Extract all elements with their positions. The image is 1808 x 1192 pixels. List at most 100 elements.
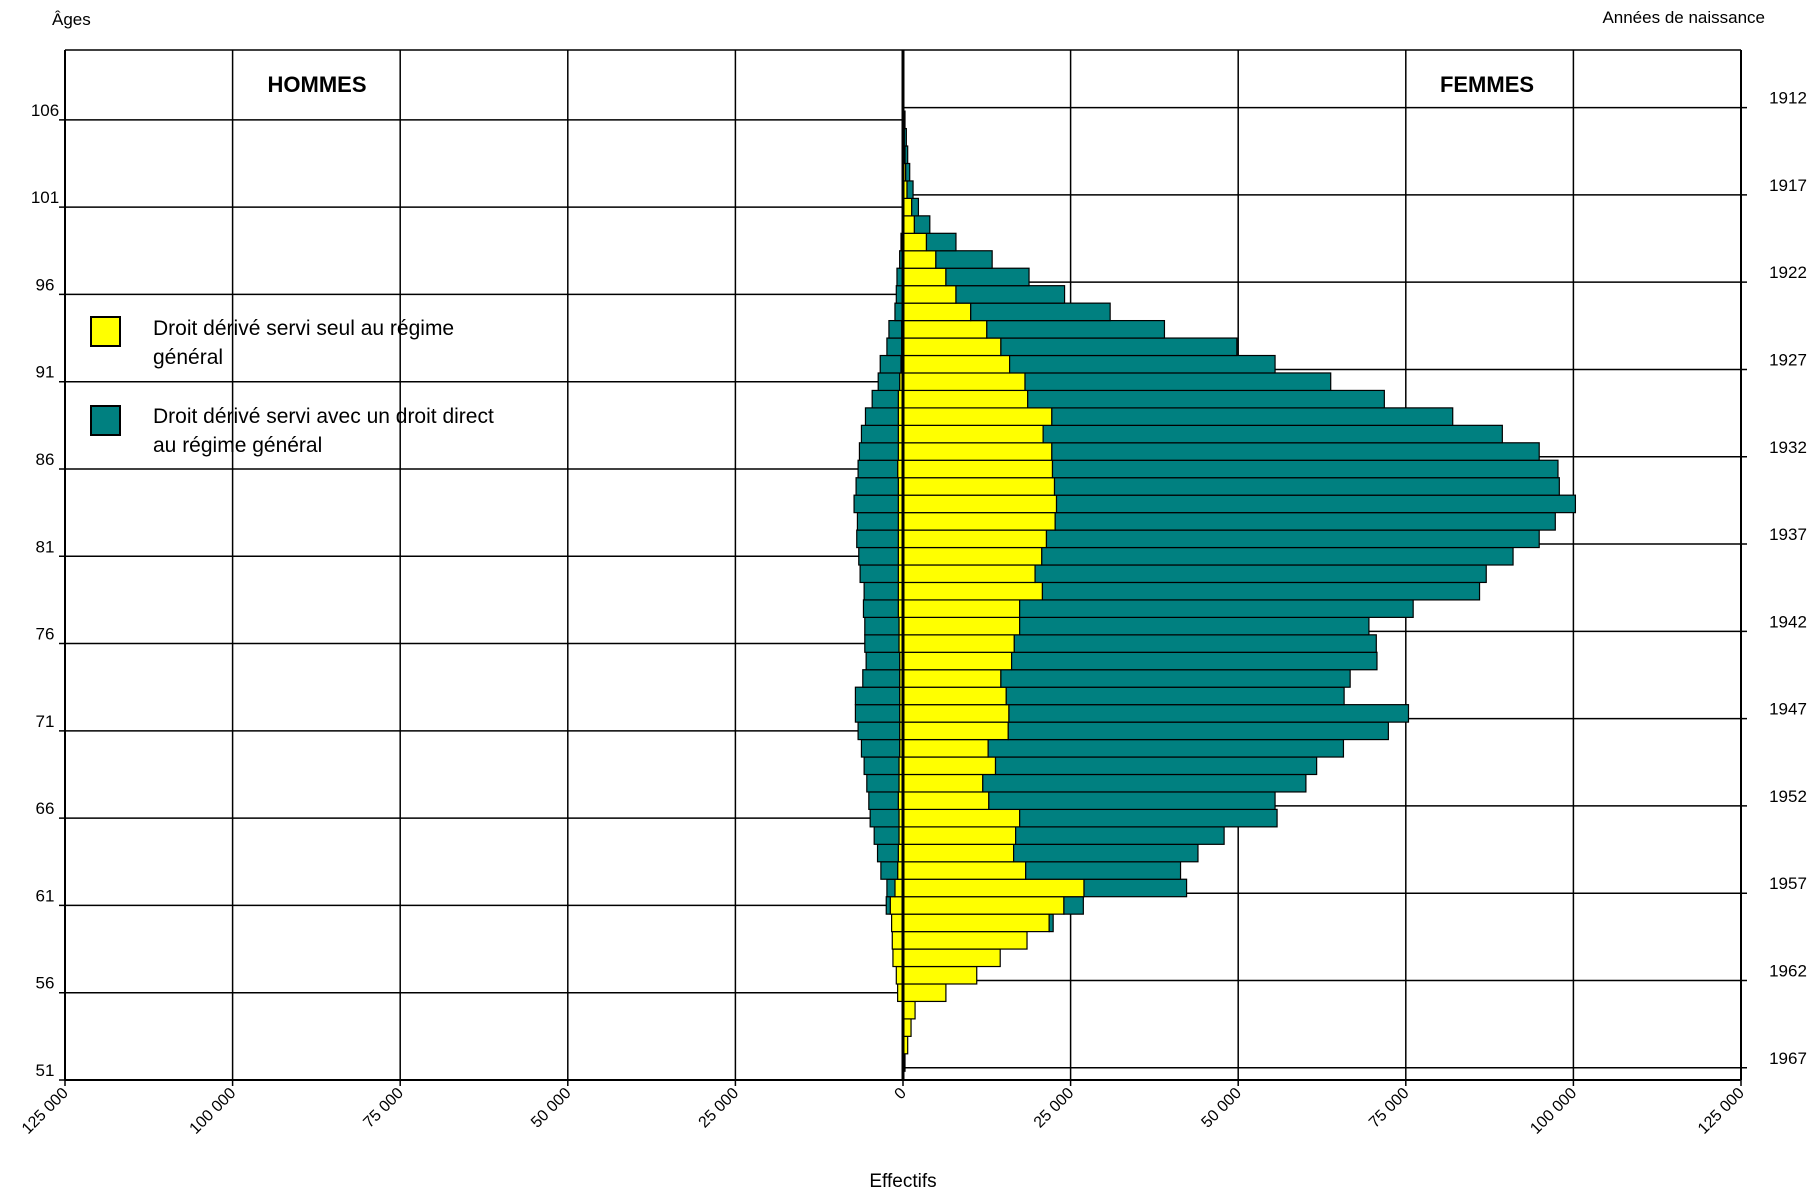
bar-hommes-avec-direct-91 xyxy=(877,372,901,392)
bar-femmes-avec-direct-73 xyxy=(1005,686,1345,706)
bar-femmes-avec-direct-82 xyxy=(1045,529,1540,549)
bar-femmes-seul-56 xyxy=(902,983,947,1003)
bar-femmes-avec-direct-101 xyxy=(911,197,920,217)
bar-femmes-avec-direct-105 xyxy=(903,127,907,147)
bar-femmes-avec-direct-65 xyxy=(1015,826,1225,845)
bars xyxy=(853,58,1577,1072)
bar-femmes-seul-98 xyxy=(902,250,937,269)
bar-femmes-seul-100 xyxy=(902,215,915,234)
bar-femmes-seul-78 xyxy=(902,599,1021,618)
age-tick-label-81: 81 xyxy=(36,537,55,556)
bar-femmes-avec-direct-77 xyxy=(1019,616,1370,636)
bar-hommes-seul-58 xyxy=(892,948,904,968)
x-axis-label: Effectifs xyxy=(869,1171,936,1192)
bar-hommes-avec-direct-89 xyxy=(864,407,899,426)
bar-hommes-avec-direct-87 xyxy=(858,442,899,461)
bar-femmes-avec-direct-62 xyxy=(1083,878,1188,898)
age-tick-label-66: 66 xyxy=(36,799,55,818)
bar-femmes-avec-direct-90 xyxy=(1027,389,1385,409)
x-tick-label-8: 75 000 xyxy=(1366,1085,1413,1132)
bar-femmes-avec-direct-83 xyxy=(1054,512,1556,531)
bar-femmes-seul-64 xyxy=(902,843,1015,863)
year-tick-label-1962: 1962 xyxy=(1769,961,1807,980)
bar-hommes-avec-direct-75 xyxy=(865,651,901,671)
bar-femmes-seul-70 xyxy=(902,738,989,758)
bar-hommes-avec-direct-68 xyxy=(866,773,900,793)
bar-femmes-seul-83 xyxy=(902,512,1056,531)
bar-femmes-seul-74 xyxy=(902,669,1002,688)
year-tick-label-1952: 1952 xyxy=(1769,787,1807,806)
right-panel-title: FEMMES xyxy=(1440,72,1534,97)
bar-femmes-avec-direct-72 xyxy=(1008,704,1410,723)
bar-femmes-seul-76 xyxy=(902,634,1015,653)
x-tick-label-0: 125 000 xyxy=(19,1085,72,1138)
bar-femmes-avec-direct-103 xyxy=(905,162,911,182)
bar-hommes-avec-direct-62 xyxy=(886,878,896,898)
x-tick-label-10: 125 000 xyxy=(1695,1085,1748,1138)
bar-femmes-seul-86 xyxy=(902,459,1054,479)
bar-hommes-avec-direct-88 xyxy=(860,424,899,444)
legend-label-derive-seul-line1: Droit dérivé servi seul au régime xyxy=(153,317,454,340)
age-tick-label-106: 106 xyxy=(31,101,59,120)
x-tick-label-2: 75 000 xyxy=(360,1085,407,1132)
bar-femmes-avec-direct-97 xyxy=(945,267,1030,287)
bar-femmes-avec-direct-100 xyxy=(913,215,931,234)
bar-femmes-avec-direct-96 xyxy=(955,285,1066,304)
bar-femmes-seul-84 xyxy=(902,494,1058,514)
bar-hommes-avec-direct-72 xyxy=(854,704,901,723)
bar-hommes-avec-direct-64 xyxy=(876,843,899,863)
legend: Droit dérivé servi seul au régime généra… xyxy=(90,316,494,457)
bar-hommes-avec-direct-66 xyxy=(869,808,900,828)
legend-label-derive-seul-line2: général xyxy=(153,346,223,369)
bar-femmes-avec-direct-85 xyxy=(1053,477,1560,496)
axes xyxy=(64,50,1742,1086)
bar-femmes-seul-88 xyxy=(902,424,1044,444)
bar-femmes-seul-63 xyxy=(902,861,1027,880)
y-axis-left-label: Âges xyxy=(52,10,91,29)
bar-femmes-avec-direct-81 xyxy=(1041,546,1514,566)
bar-femmes-seul-92 xyxy=(902,354,1011,374)
bar-femmes-seul-57 xyxy=(902,965,978,985)
bar-femmes-avec-direct-94 xyxy=(986,319,1166,339)
bar-femmes-avec-direct-68 xyxy=(982,773,1307,793)
bar-femmes-avec-direct-64 xyxy=(1013,843,1199,863)
bar-femmes-seul-58 xyxy=(902,948,1001,968)
bar-femmes-seul-97 xyxy=(902,267,947,287)
year-tick-label-1942: 1942 xyxy=(1769,612,1807,631)
bar-femmes-seul-71 xyxy=(902,721,1009,741)
bar-femmes-seul-96 xyxy=(902,285,957,304)
bar-femmes-seul-81 xyxy=(902,546,1043,566)
bar-femmes-seul-73 xyxy=(902,686,1007,706)
bar-femmes-avec-direct-75 xyxy=(1011,651,1378,671)
legend-swatch-derive-avec-direct xyxy=(90,405,121,436)
age-tick-label-56: 56 xyxy=(36,974,55,993)
bar-hommes-avec-direct-69 xyxy=(863,756,900,776)
bar-femmes-avec-direct-104 xyxy=(904,145,909,165)
age-tick-label-91: 91 xyxy=(36,363,55,382)
bar-hommes-avec-direct-86 xyxy=(857,459,899,479)
bar-femmes-seul-90 xyxy=(902,389,1029,409)
year-tick-label-1927: 1927 xyxy=(1769,350,1807,369)
bar-hommes-avec-direct-65 xyxy=(873,826,900,845)
bar-femmes-seul-69 xyxy=(902,756,997,776)
year-tick-label-1912: 1912 xyxy=(1769,89,1807,108)
bar-hommes-avec-direct-74 xyxy=(862,669,901,688)
bar-femmes-seul-80 xyxy=(902,564,1036,584)
age-tick-label-101: 101 xyxy=(31,188,59,207)
bar-hommes-seul-60 xyxy=(891,913,904,933)
x-tick-label-5: 0 xyxy=(892,1085,910,1103)
bar-femmes-avec-direct-87 xyxy=(1051,442,1540,461)
bar-hommes-avec-direct-61 xyxy=(885,896,891,915)
year-tick-label-1957: 1957 xyxy=(1769,874,1807,893)
bar-femmes-avec-direct-67 xyxy=(988,791,1276,811)
bar-femmes-seul-75 xyxy=(902,651,1013,671)
age-tick-label-51: 51 xyxy=(36,1061,55,1080)
bar-femmes-seul-85 xyxy=(902,477,1056,496)
bar-femmes-seul-59 xyxy=(902,931,1028,950)
bar-femmes-seul-66 xyxy=(902,808,1021,828)
bar-hommes-avec-direct-83 xyxy=(856,512,899,531)
bar-femmes-avec-direct-95 xyxy=(970,302,1111,322)
bar-femmes-seul-65 xyxy=(902,826,1017,845)
bar-hommes-avec-direct-76 xyxy=(864,634,900,653)
bar-hommes-seul-61 xyxy=(889,896,904,915)
